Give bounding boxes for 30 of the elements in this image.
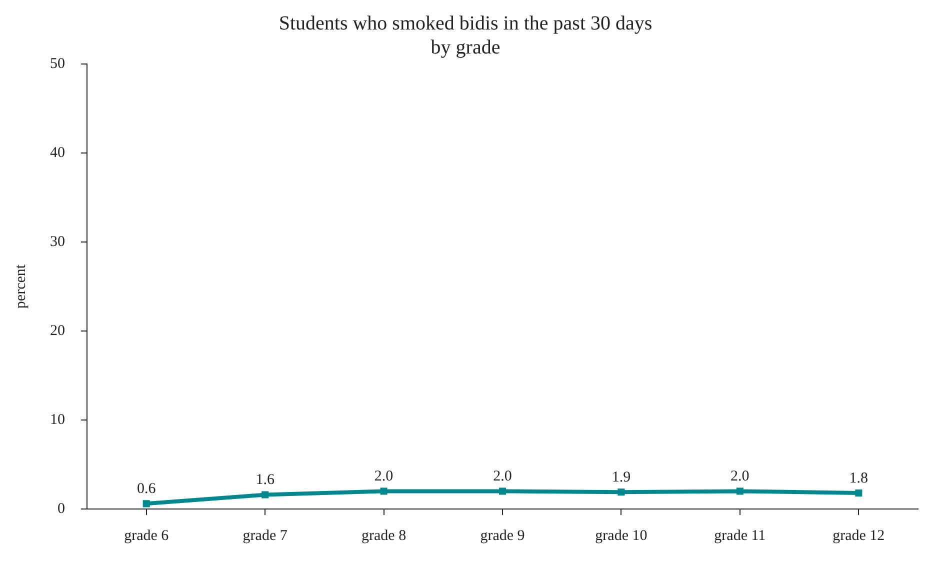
- x-tick-label: grade 6: [124, 528, 170, 544]
- data-label: 1.6: [256, 472, 275, 488]
- x-tick-label: grade 8: [362, 528, 406, 544]
- point: [380, 488, 388, 495]
- chart-title: Students who smoked bidis in the past 30 days: [278, 12, 652, 34]
- point: [262, 491, 269, 498]
- point: [736, 488, 744, 495]
- data-label: 0.6: [136, 481, 156, 498]
- point: [855, 489, 862, 497]
- y-tick-label: 50: [50, 56, 65, 72]
- data-label: 1.8: [849, 470, 868, 486]
- data-label: 2.0: [730, 468, 750, 485]
- data-label: 2.0: [493, 468, 512, 485]
- point: [618, 488, 625, 496]
- y-tick-label: 0: [58, 500, 65, 517]
- data-label: 2.0: [374, 468, 394, 485]
- x-tick-label: grade 7: [242, 528, 288, 544]
- x-tick-label: grade 11: [714, 528, 766, 544]
- x-tick-label: grade 9: [480, 528, 525, 544]
- chart-subtitle: by grade: [430, 36, 500, 58]
- x-tick-label: grade 10: [595, 528, 648, 544]
- x-tick-label: grade 12: [832, 528, 885, 544]
- y-tick-label: 30: [50, 234, 65, 250]
- y-tick-label: 40: [50, 144, 65, 161]
- y-tick-label: 10: [50, 412, 65, 428]
- data-label: 1.9: [612, 470, 631, 486]
- y-tick-label: 20: [50, 322, 65, 339]
- y-axis-title: percent: [12, 264, 29, 309]
- point: [498, 488, 506, 495]
- point: [142, 500, 150, 508]
